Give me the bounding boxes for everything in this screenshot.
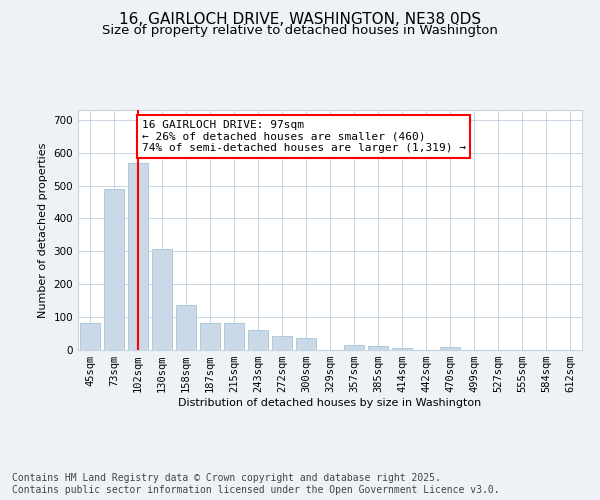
Bar	[152, 248, 172, 350]
Bar	[224, 322, 244, 350]
Bar	[200, 322, 220, 350]
Bar	[272, 336, 292, 350]
Bar	[392, 348, 412, 350]
Y-axis label: Number of detached properties: Number of detached properties	[38, 142, 48, 318]
Bar	[104, 189, 124, 350]
Bar	[440, 346, 460, 350]
Text: Size of property relative to detached houses in Washington: Size of property relative to detached ho…	[102, 24, 498, 37]
Text: 16 GAIRLOCH DRIVE: 97sqm
← 26% of detached houses are smaller (460)
74% of semi-: 16 GAIRLOCH DRIVE: 97sqm ← 26% of detach…	[142, 120, 466, 153]
Bar	[296, 338, 316, 350]
Bar	[80, 323, 100, 350]
Bar	[176, 304, 196, 350]
Bar	[248, 330, 268, 350]
X-axis label: Distribution of detached houses by size in Washington: Distribution of detached houses by size …	[178, 398, 482, 408]
Text: Contains HM Land Registry data © Crown copyright and database right 2025.
Contai: Contains HM Land Registry data © Crown c…	[12, 474, 500, 495]
Bar	[344, 345, 364, 350]
Bar	[128, 162, 148, 350]
Text: 16, GAIRLOCH DRIVE, WASHINGTON, NE38 0DS: 16, GAIRLOCH DRIVE, WASHINGTON, NE38 0DS	[119, 12, 481, 28]
Bar	[368, 346, 388, 350]
